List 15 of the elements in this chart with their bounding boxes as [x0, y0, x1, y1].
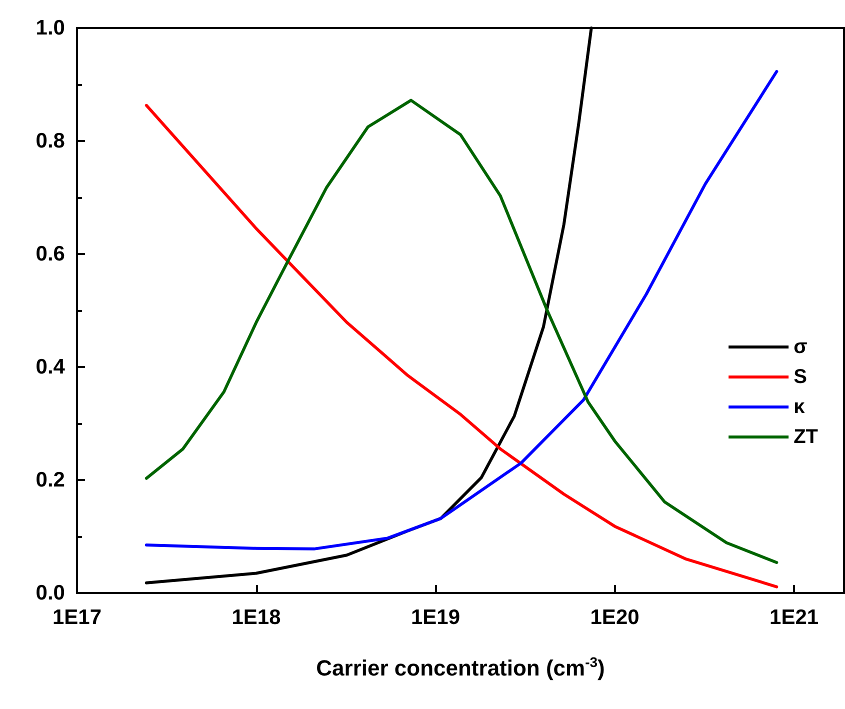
y-tick-label: 1.0 — [36, 16, 65, 40]
legend-label: κ — [794, 396, 806, 418]
legend-label: σ — [794, 336, 808, 358]
y-tick-label: 0.4 — [36, 356, 66, 378]
x-tick-label: 1E17 — [52, 606, 102, 629]
x-tick-label: 1E20 — [590, 606, 640, 629]
legend-label: S — [794, 366, 807, 388]
x-tick-label: 1E21 — [770, 606, 819, 629]
x-tick-label: 1E19 — [410, 606, 460, 629]
y-tick-label: 0.2 — [36, 468, 65, 492]
y-tick-label: 0.6 — [36, 242, 65, 266]
x-tick-label: 1E18 — [232, 606, 282, 629]
legend-label: ZT — [794, 426, 818, 448]
y-tick-label: 0.0 — [36, 582, 65, 604]
y-tick-label: 0.8 — [36, 130, 66, 152]
